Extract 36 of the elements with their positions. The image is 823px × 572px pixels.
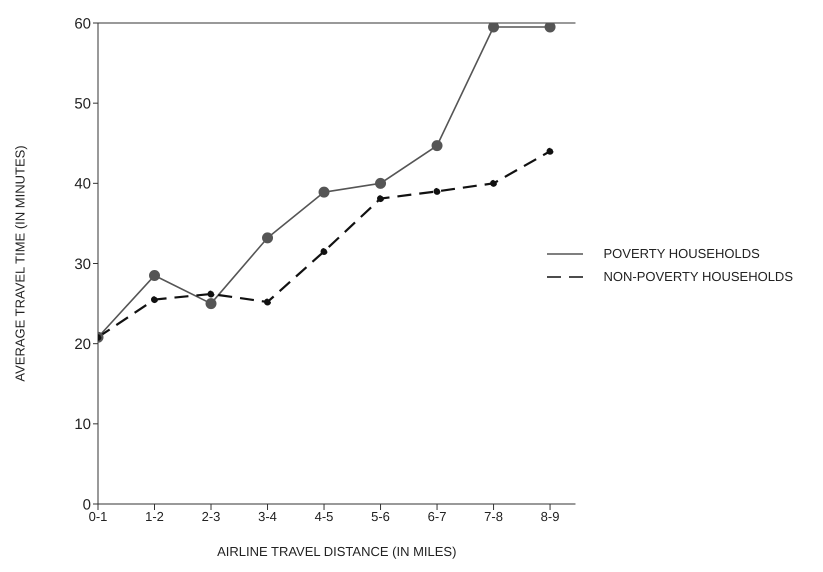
legend-label: POVERTY HOUSEHOLDS	[603, 246, 760, 261]
y-tick-label: 0	[82, 496, 91, 514]
point	[490, 180, 498, 187]
point	[434, 188, 441, 195]
x-tick-label: 1-2	[145, 509, 164, 524]
point	[546, 148, 554, 155]
point	[262, 232, 274, 244]
y-tick-label: 10	[74, 416, 91, 434]
point	[320, 248, 328, 255]
point	[318, 186, 330, 198]
legend-label: NON-POVERTY HOUSEHOLDS	[603, 269, 793, 284]
point	[151, 296, 158, 304]
y-tick-label: 60	[74, 15, 91, 32]
point	[206, 298, 217, 310]
x-tick-label: 5-6	[371, 509, 390, 524]
x-tick-label: 7-8	[484, 509, 503, 524]
point	[375, 178, 386, 189]
x-tick-label: 0-1	[88, 509, 108, 524]
x-tick-label: 8-9	[540, 509, 560, 524]
point	[377, 195, 384, 202]
point	[208, 290, 215, 298]
point	[149, 270, 160, 282]
point	[264, 298, 272, 306]
y-tick-label: 30	[74, 256, 91, 273]
x-axis-title: AIRLINE TRAVEL DISTANCE (IN MILES)	[217, 544, 456, 559]
x-tick-label: 6-7	[428, 509, 446, 524]
y-tick-label: 40	[74, 176, 91, 193]
y-axis-title: AVERAGE TRAVEL TIME (IN MINUTES)	[12, 145, 28, 382]
point	[544, 23, 556, 33]
y-tick-label: 50	[74, 95, 91, 112]
y-tick-label: 20	[74, 336, 91, 353]
point	[432, 140, 443, 152]
x-tick-label: 4-5	[314, 509, 334, 524]
x-tick-label: 3-4	[258, 509, 277, 524]
x-tick-label: 2-3	[202, 509, 220, 524]
point	[488, 23, 500, 33]
